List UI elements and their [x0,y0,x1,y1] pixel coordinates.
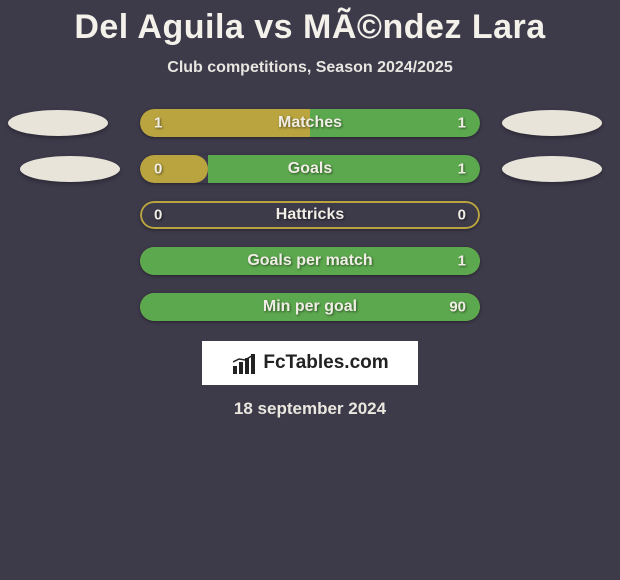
stat-label: Min per goal [263,298,357,316]
stat-value-right: 1 [458,115,466,132]
stat-bar-min-per-goal: Min per goal 90 [140,293,480,321]
player-left-marker [20,156,120,182]
page-subtitle: Club competitions, Season 2024/2025 [0,59,620,77]
brand-logo-box[interactable]: FcTables.com [202,341,418,385]
stat-row-matches: 1 Matches 1 [0,109,620,137]
brand-name: FcTables.com [263,352,388,374]
stat-bar-goals: 0 Goals 1 [140,155,480,183]
page-title: Del Aguila vs MÃ©ndez Lara [0,8,620,47]
bar-fill-right [208,155,480,183]
stat-row-min-per-goal: Min per goal 90 [0,293,620,321]
stat-label: Goals per match [247,252,372,270]
stat-value-left: 1 [154,115,162,132]
stats-area: 1 Matches 1 0 Goals 1 0 Hattricks [0,109,620,321]
stat-row-goals: 0 Goals 1 [0,155,620,183]
player-right-marker [502,110,602,136]
stat-value-right: 90 [449,299,466,316]
stat-value-right: 0 [458,207,466,224]
comparison-container: Del Aguila vs MÃ©ndez Lara Club competit… [0,0,620,419]
date-text: 18 september 2024 [0,399,620,419]
stat-value-left: 0 [154,161,162,178]
stat-value-left: 0 [154,207,162,224]
stat-label: Matches [278,114,342,132]
stat-row-goals-per-match: Goals per match 1 [0,247,620,275]
stat-bar-matches: 1 Matches 1 [140,109,480,137]
bar-fill-left [140,155,208,183]
stat-bar-hattricks: 0 Hattricks 0 [140,201,480,229]
stat-value-right: 1 [458,161,466,178]
stat-label: Hattricks [276,206,344,224]
player-left-marker [8,110,108,136]
stat-row-hattricks: 0 Hattricks 0 [0,201,620,229]
player-right-marker [502,156,602,182]
stat-bar-goals-per-match: Goals per match 1 [140,247,480,275]
chart-icon [231,352,257,374]
stat-value-right: 1 [458,253,466,270]
stat-label: Goals [288,160,332,178]
